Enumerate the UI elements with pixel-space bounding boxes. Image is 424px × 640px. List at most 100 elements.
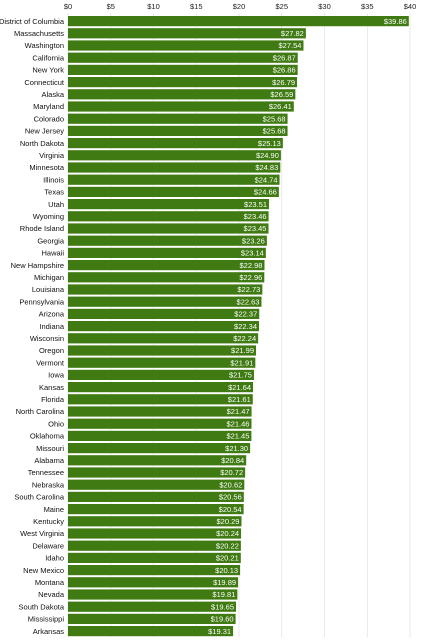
- bar: [68, 16, 409, 27]
- bar: [68, 479, 245, 490]
- value-label: $19.81: [212, 590, 235, 599]
- value-label: $21.64: [228, 383, 251, 392]
- value-label: $23.45: [244, 224, 267, 233]
- category-label: Nebraska: [32, 480, 65, 489]
- value-label: $19.31: [208, 627, 231, 636]
- value-label: $23.26: [242, 236, 265, 245]
- value-label: $20.54: [219, 505, 242, 514]
- value-label: $20.22: [216, 541, 239, 550]
- bar: [68, 52, 298, 63]
- x-tick-label: $5: [107, 2, 115, 11]
- value-label: $21.30: [225, 444, 248, 453]
- value-label: $24.74: [255, 175, 278, 184]
- value-labels: $39.86 $27.82 $27.54 $26.87 $26.86 $26.79 $26.…: [208, 17, 407, 636]
- category-label: Florida: [41, 395, 65, 404]
- category-label: Wyoming: [33, 212, 64, 221]
- value-label: $21.99: [231, 346, 254, 355]
- bar: [68, 418, 252, 429]
- category-label: Vermont: [36, 358, 65, 367]
- bar: [68, 174, 280, 185]
- bar: [68, 235, 267, 246]
- value-label: $23.46: [244, 212, 267, 221]
- bar: [68, 28, 306, 39]
- category-label: Wisconsin: [30, 334, 64, 343]
- bar: [68, 186, 279, 197]
- category-label: North Carolina: [16, 407, 65, 416]
- category-label: Connecticut: [24, 78, 65, 87]
- bar: [68, 394, 253, 405]
- bar: [68, 308, 260, 319]
- category-label: Maine: [44, 505, 64, 514]
- value-label: $24.66: [254, 188, 277, 197]
- category-label: Mississippi: [28, 615, 65, 624]
- category-label: Utah: [48, 200, 64, 209]
- category-label: Kentucky: [33, 517, 64, 526]
- bar: [68, 577, 239, 588]
- bar: [68, 455, 247, 466]
- category-label: California: [32, 53, 65, 62]
- category-label: Illinois: [43, 175, 64, 184]
- bar: [68, 223, 269, 234]
- value-label: $22.37: [234, 310, 257, 319]
- value-label: $21.46: [227, 419, 250, 428]
- bar: [68, 321, 260, 332]
- category-label: Oregon: [39, 346, 64, 355]
- bar: [68, 467, 246, 478]
- value-label: $22.96: [239, 273, 262, 282]
- category-label: South Dakota: [19, 602, 65, 611]
- value-label: $19.60: [211, 615, 234, 624]
- value-label: $21.75: [229, 371, 252, 380]
- value-label: $22.73: [237, 285, 260, 294]
- x-tick-label: $30: [318, 2, 331, 11]
- category-label: Tennessee: [28, 468, 64, 477]
- category-label: Montana: [35, 578, 65, 587]
- bar: [68, 284, 263, 295]
- category-label: Colorado: [34, 114, 64, 123]
- value-label: $22.34: [234, 322, 257, 331]
- bar: [68, 260, 265, 271]
- category-label: Idaho: [45, 554, 64, 563]
- category-label: Maryland: [33, 102, 64, 111]
- category-label: Virginia: [39, 151, 65, 160]
- x-axis-ticks: $0 $5 $10 $15 $20 $25 $30 $35 $40: [64, 2, 416, 11]
- category-label: Pennsylvania: [19, 297, 64, 306]
- value-label: $21.45: [226, 432, 249, 441]
- value-label: $21.47: [227, 407, 250, 416]
- bar: [68, 589, 238, 600]
- category-label: Georgia: [37, 236, 65, 245]
- value-label: $19.89: [213, 578, 236, 587]
- bar: [68, 138, 283, 149]
- value-label: $26.86: [273, 66, 296, 75]
- value-label: $22.24: [233, 334, 256, 343]
- bar: [68, 406, 252, 417]
- bar: [68, 613, 236, 624]
- bar: [68, 113, 288, 124]
- category-label: Iowa: [48, 371, 65, 380]
- x-tick-label: $40: [404, 2, 417, 11]
- category-label: Washington: [25, 41, 64, 50]
- value-label: $26.79: [272, 78, 295, 87]
- bar: [68, 272, 265, 283]
- bar: [68, 150, 281, 161]
- bar: [68, 77, 298, 88]
- bar: [68, 540, 241, 551]
- category-label: New York: [32, 66, 64, 75]
- value-label: $20.24: [216, 529, 239, 538]
- value-label: $20.13: [215, 566, 238, 575]
- bar: [68, 162, 281, 173]
- bar: [68, 333, 259, 344]
- bar: [68, 199, 270, 210]
- value-label: $20.72: [220, 468, 243, 477]
- value-label: $20.21: [216, 554, 239, 563]
- bar: [68, 430, 252, 441]
- value-label: $23.14: [241, 249, 264, 258]
- bar: [68, 89, 296, 100]
- category-label: Louisiana: [32, 285, 65, 294]
- bar: [68, 626, 234, 637]
- value-label: $20.56: [219, 493, 242, 502]
- value-label: $26.41: [269, 102, 292, 111]
- value-label: $21.61: [228, 395, 251, 404]
- x-tick-label: $35: [361, 2, 374, 11]
- category-label: Minnesota: [29, 163, 64, 172]
